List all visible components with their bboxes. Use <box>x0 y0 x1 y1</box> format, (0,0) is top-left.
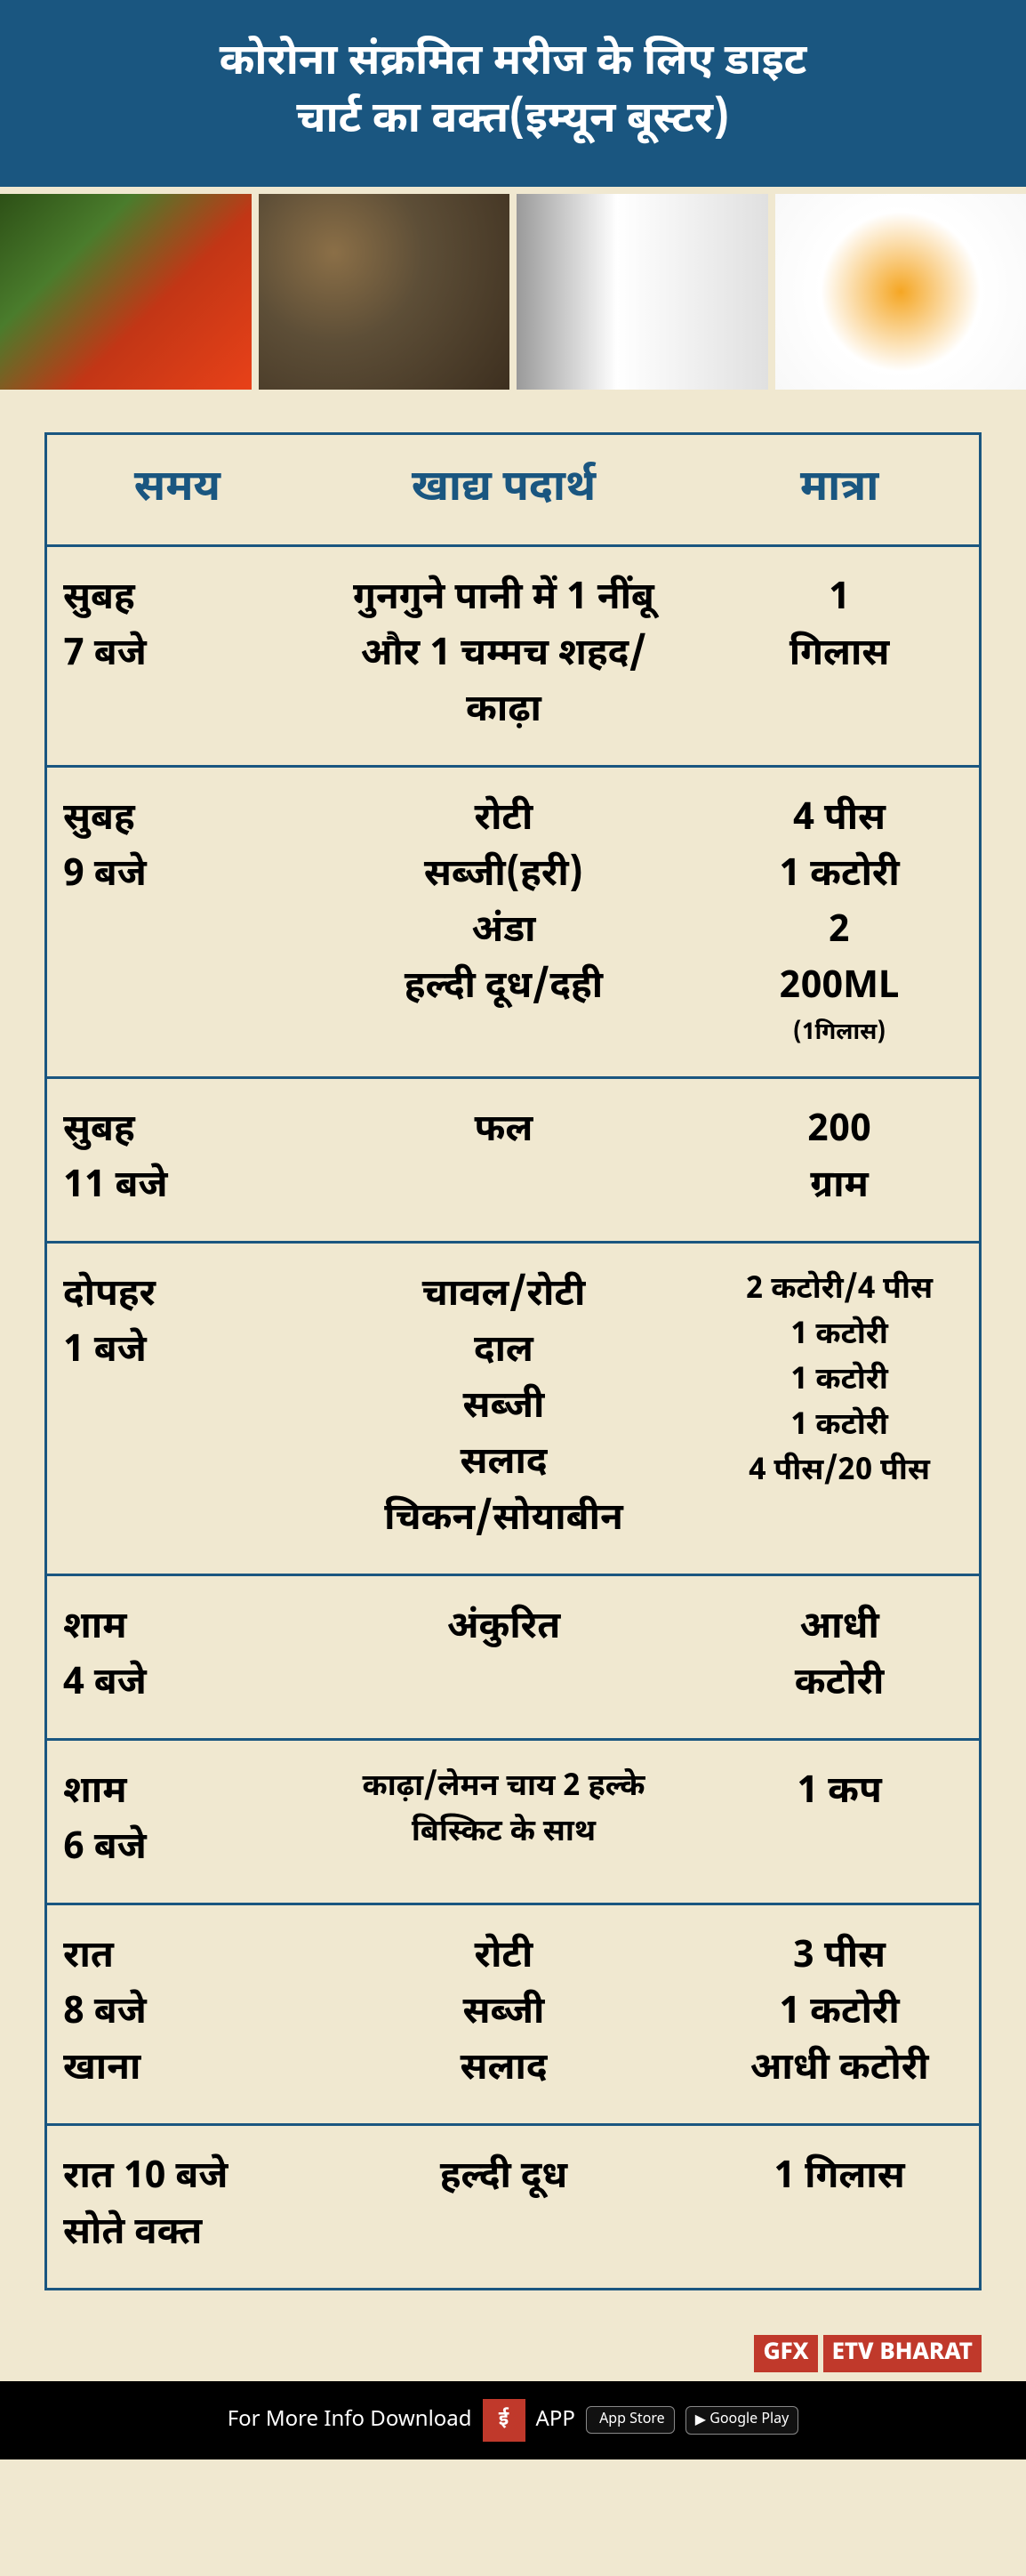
cell-time: रात 10 बजे सोते वक्त <box>46 2124 308 2289</box>
footer-bar: For More Info Download ई APP App Store ▶… <box>0 2381 1026 2459</box>
app-logo-icon: ई <box>483 2399 525 2442</box>
cell-food: चावल/रोटीदालसब्जीसलादचिकन/सोयाबीन <box>308 1242 700 1574</box>
cell-food: रोटीसब्जी(हरी)अंडाहल्दी दूध/दही <box>308 766 700 1077</box>
cell-food: रोटीसब्जीसलाद <box>308 1904 700 2124</box>
cell-time: शाम6 बजे <box>46 1739 308 1904</box>
gfx-credit-row: GFX ETV BHARAT <box>0 2326 1026 2381</box>
playstore-label: Google Play <box>709 2411 789 2429</box>
appstore-badge[interactable]: App Store <box>586 2406 675 2434</box>
cell-quantity: 1गिलास <box>700 545 980 766</box>
play-icon: ▶ <box>695 2411 706 2430</box>
cell-time: सुबह11 बजे <box>46 1077 308 1242</box>
table-body: सुबह7 बजेगुनगुने पानी में 1 नींबू और 1 च… <box>46 545 981 2289</box>
table-row: शाम6 बजेकाढ़ा/लेमन चाय 2 हल्के बिस्किट क… <box>46 1739 981 1904</box>
table-row: सुबह11 बजेफल200ग्राम <box>46 1077 981 1242</box>
cell-quantity: 4 पीस1 कटोरी2200ML(1गिलास) <box>700 766 980 1077</box>
vegetables-image <box>0 194 252 390</box>
title-line-2: चार्ट का वक्त(इम्यून बूस्टर) <box>296 93 729 149</box>
footer-text: For More Info Download <box>228 2406 472 2435</box>
cell-quantity: 3 पीस1 कटोरीआधी कटोरी <box>700 1904 980 2124</box>
cell-quantity: 1 कप <box>700 1739 980 1904</box>
cell-quantity: 2 कटोरी/4 पीस1 कटोरी1 कटोरी1 कटोरी4 पीस/… <box>700 1242 980 1574</box>
playstore-badge[interactable]: ▶ Google Play <box>685 2406 799 2435</box>
table-row: सुबह9 बजेरोटीसब्जी(हरी)अंडाहल्दी दूध/दही… <box>46 766 981 1077</box>
footer-app-label: APP <box>536 2406 575 2435</box>
cell-quantity: आधीकटोरी <box>700 1574 980 1739</box>
cell-time: सुबह7 बजे <box>46 545 308 766</box>
appstore-label: App Store <box>599 2411 665 2429</box>
cell-food: गुनगुने पानी में 1 नींबू और 1 चम्मच शहद/… <box>308 545 700 766</box>
etv-bharat-badge: ETV BHARAT <box>823 2335 982 2372</box>
diet-table-wrap: समय खाद्य पदार्थ मात्रा सुबह7 बजेगुनगुने… <box>0 397 1026 2326</box>
cell-food: काढ़ा/लेमन चाय 2 हल्के बिस्किट के साथ <box>308 1739 700 1904</box>
page-container: कोरोना संक्रमित मरीज के लिए डाइट चार्ट क… <box>0 0 1026 2459</box>
table-row: रात 10 बजे सोते वक्तहल्दी दूध1 गिलास <box>46 2124 981 2289</box>
nuts-image <box>259 194 510 390</box>
table-row: रात8 बजेखानारोटीसब्जीसलाद3 पीस1 कटोरीआधी… <box>46 1904 981 2124</box>
header-time: समय <box>46 433 308 545</box>
table-header-row: समय खाद्य पदार्थ मात्रा <box>46 433 981 545</box>
table-row: शाम4 बजेअंकुरितआधीकटोरी <box>46 1574 981 1739</box>
cell-time: सुबह9 बजे <box>46 766 308 1077</box>
eggs-image <box>775 194 1026 390</box>
cell-time: रात8 बजेखाना <box>46 1904 308 2124</box>
title-line-1: कोरोना संक्रमित मरीज के लिए डाइट <box>220 36 807 92</box>
cell-quantity: 1 गिलास <box>700 2124 980 2289</box>
header-food: खाद्य पदार्थ <box>308 433 700 545</box>
cell-food: हल्दी दूध <box>308 2124 700 2289</box>
page-title-banner: कोरोना संक्रमित मरीज के लिए डाइट चार्ट क… <box>0 0 1026 187</box>
cell-time: दोपहर1 बजे <box>46 1242 308 1574</box>
header-quantity: मात्रा <box>700 433 980 545</box>
cell-food: फल <box>308 1077 700 1242</box>
gfx-badge: GFX <box>754 2335 817 2372</box>
cell-quantity: 200ग्राम <box>700 1077 980 1242</box>
table-row: दोपहर1 बजेचावल/रोटीदालसब्जीसलादचिकन/सोया… <box>46 1242 981 1574</box>
image-strip <box>0 187 1026 397</box>
diet-chart-table: समय खाद्य पदार्थ मात्रा सुबह7 बजेगुनगुने… <box>44 432 982 2290</box>
milk-image <box>517 194 768 390</box>
cell-food: अंकुरित <box>308 1574 700 1739</box>
table-row: सुबह7 बजेगुनगुने पानी में 1 नींबू और 1 च… <box>46 545 981 766</box>
cell-time: शाम4 बजे <box>46 1574 308 1739</box>
